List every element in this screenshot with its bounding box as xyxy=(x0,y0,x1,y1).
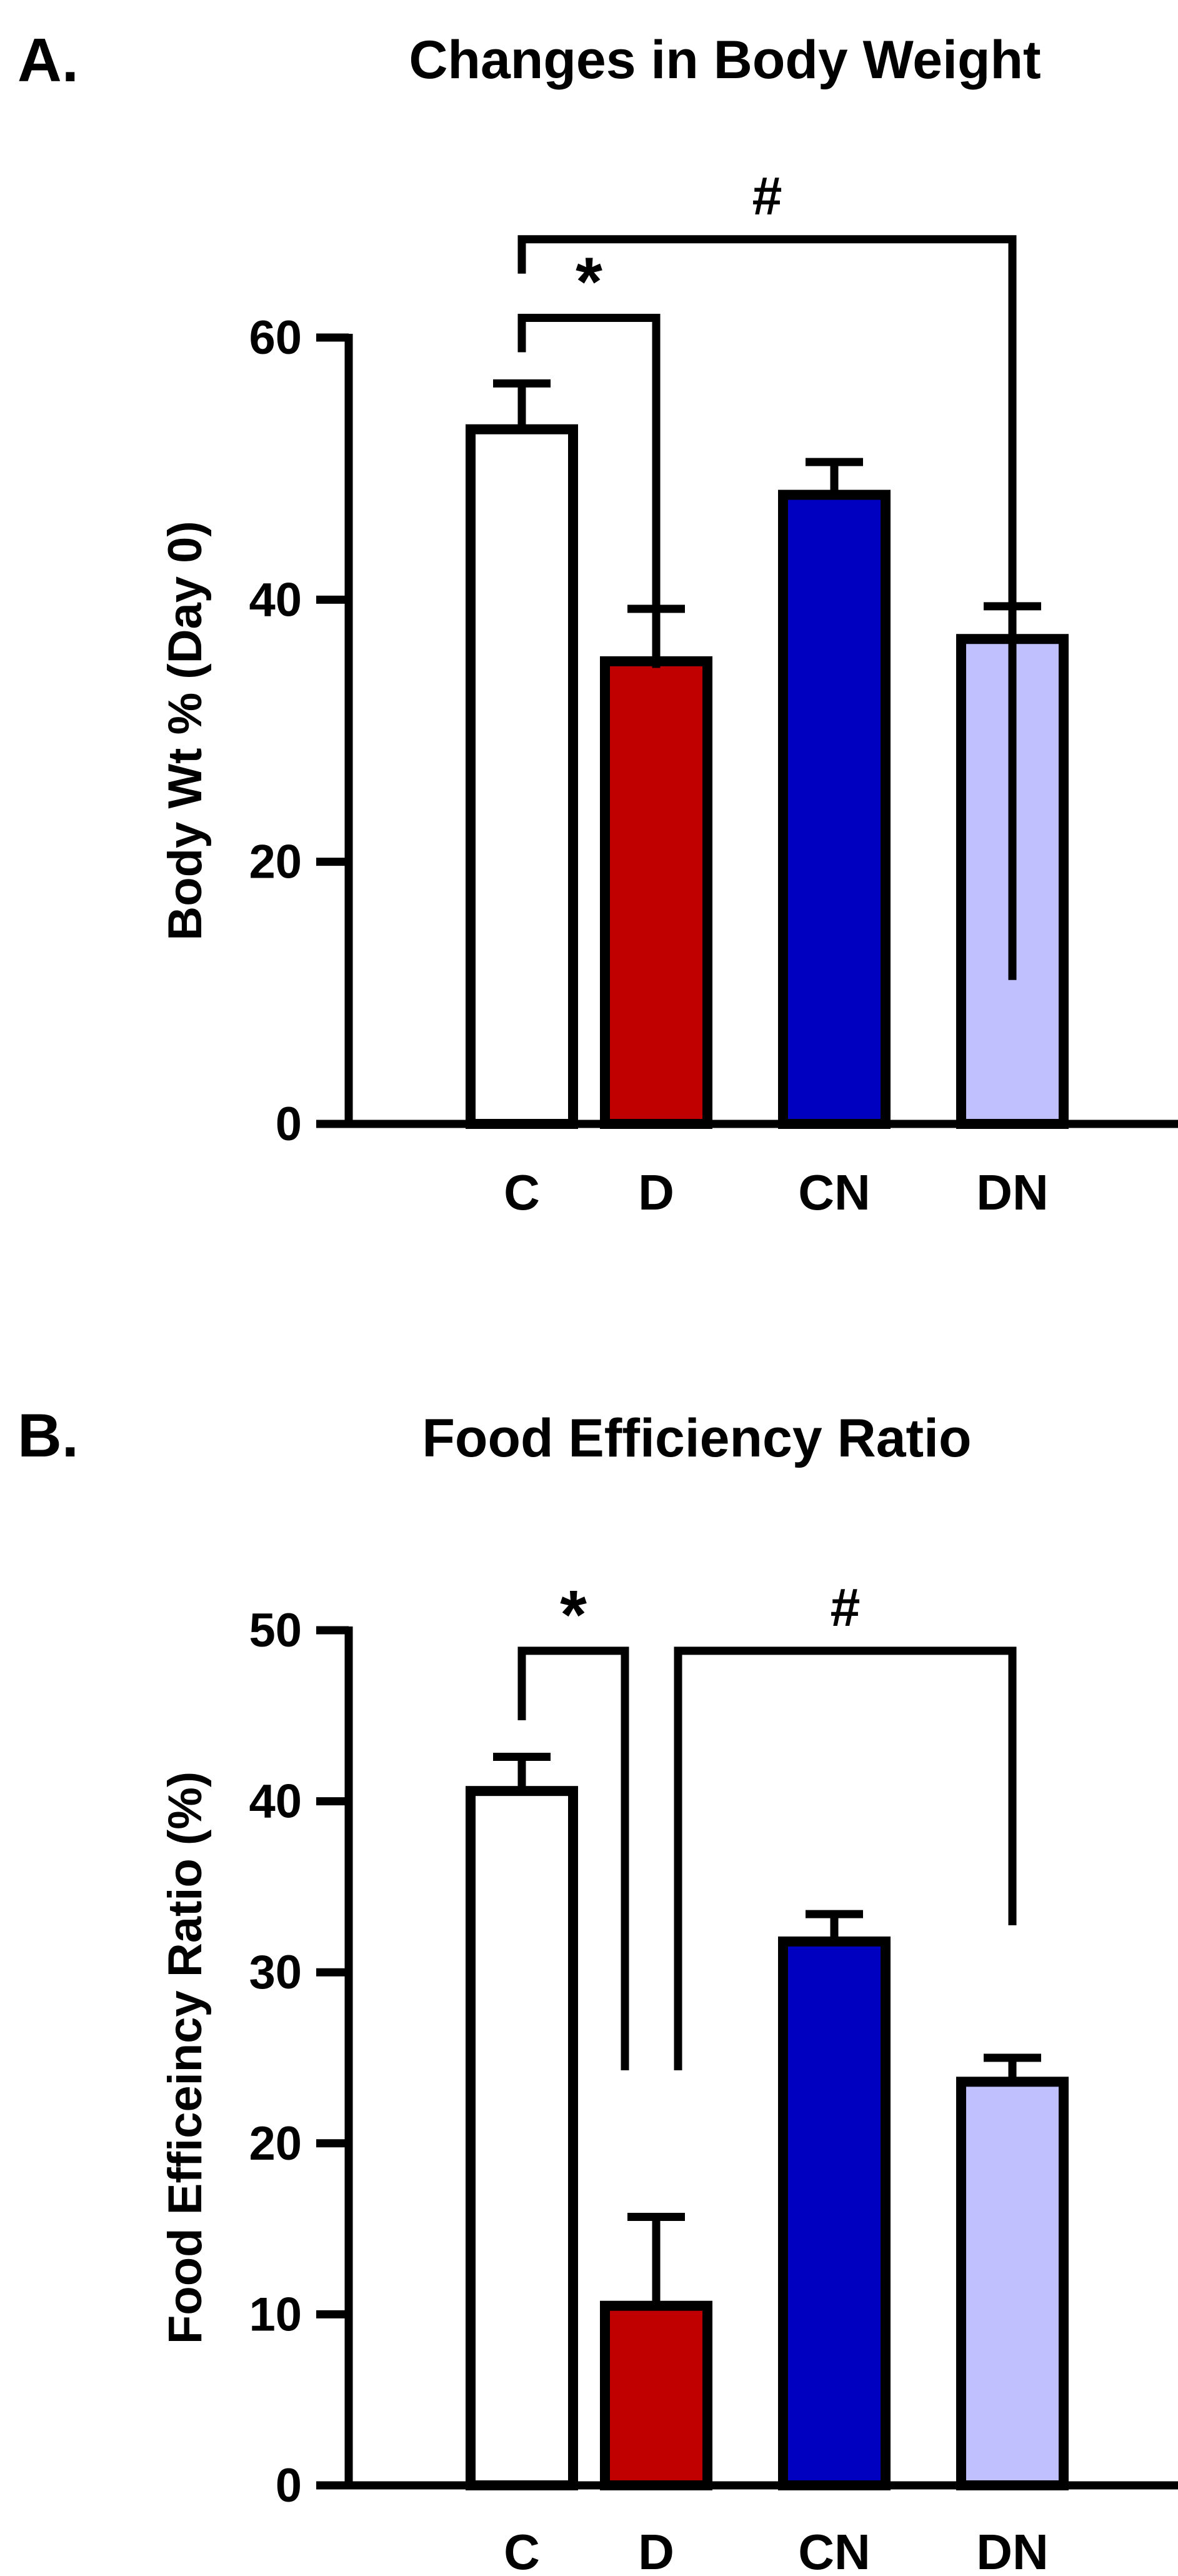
y-tick-label: 40 xyxy=(249,573,302,626)
x-axis-labels: C D CN DN xyxy=(504,1165,1049,1220)
bar-c xyxy=(466,1786,578,2491)
y-tick-label: 20 xyxy=(249,2117,302,2170)
y-tick-label: 0 xyxy=(276,2459,302,2512)
bar-c xyxy=(466,424,578,1129)
significance-bracket xyxy=(517,314,661,668)
bar-cn xyxy=(778,489,891,1129)
chart-title: Food Efficiency Ratio xyxy=(422,1408,971,1468)
y-axis-ticks: 0 10 20 30 40 50 xyxy=(249,1604,349,2512)
y-tick-label: 60 xyxy=(249,311,302,364)
significance-bracket xyxy=(517,1646,629,2070)
panel-label: B. xyxy=(17,1401,79,1470)
x-axis-labels: C D CN DN xyxy=(504,2524,1049,2576)
y-tick-label: 50 xyxy=(249,1604,302,1657)
bar-dn xyxy=(956,2077,1069,2490)
y-axis-label: Body Wt % (Day 0) xyxy=(159,521,212,940)
chart-title: Changes in Body Weight xyxy=(409,30,1041,90)
x-tick-label: DN xyxy=(976,1165,1049,1220)
significance-brackets: *# xyxy=(517,166,1017,980)
y-tick-label: 0 xyxy=(276,1098,302,1151)
significance-symbol: # xyxy=(831,1578,861,1638)
x-tick-label: CN xyxy=(798,1165,871,1220)
bar-d xyxy=(600,2300,712,2490)
x-tick-label: CN xyxy=(798,2524,871,2576)
axes xyxy=(344,334,1178,1128)
significance-bracket xyxy=(517,235,1017,980)
x-tick-label: C xyxy=(504,1165,540,1220)
bars xyxy=(466,379,1069,1130)
x-tick-label: D xyxy=(638,1165,674,1220)
significance-symbol: * xyxy=(560,1576,587,1653)
panel-label: A. xyxy=(17,26,79,94)
bar-cn xyxy=(778,1936,891,2490)
x-tick-label: DN xyxy=(976,2524,1049,2576)
axes xyxy=(344,1626,1178,2490)
x-tick-label: C xyxy=(504,2524,540,2576)
y-axis-label: Food Efficeincy Ratio (%) xyxy=(159,1772,212,2344)
y-tick-label: 10 xyxy=(249,2288,302,2341)
panel-body-weight: A. Changes in Body Weight Body Wt % (Day… xyxy=(17,26,1178,1220)
significance-symbol: # xyxy=(752,166,782,226)
y-tick-label: 30 xyxy=(249,1946,302,1999)
significance-symbol: * xyxy=(576,244,602,321)
bar-d xyxy=(600,656,712,1130)
y-tick-label: 40 xyxy=(249,1775,302,1828)
y-axis-ticks: 0 20 40 60 xyxy=(249,311,349,1151)
significance-brackets: *# xyxy=(517,1576,1017,2070)
panel-food-efficiency: B. Food Efficiency Ratio Food Efficeincy… xyxy=(17,1401,1178,2576)
x-tick-label: D xyxy=(638,2524,674,2576)
significance-bracket xyxy=(674,1646,1017,2070)
bars xyxy=(466,1752,1069,2491)
y-tick-label: 20 xyxy=(249,836,302,889)
